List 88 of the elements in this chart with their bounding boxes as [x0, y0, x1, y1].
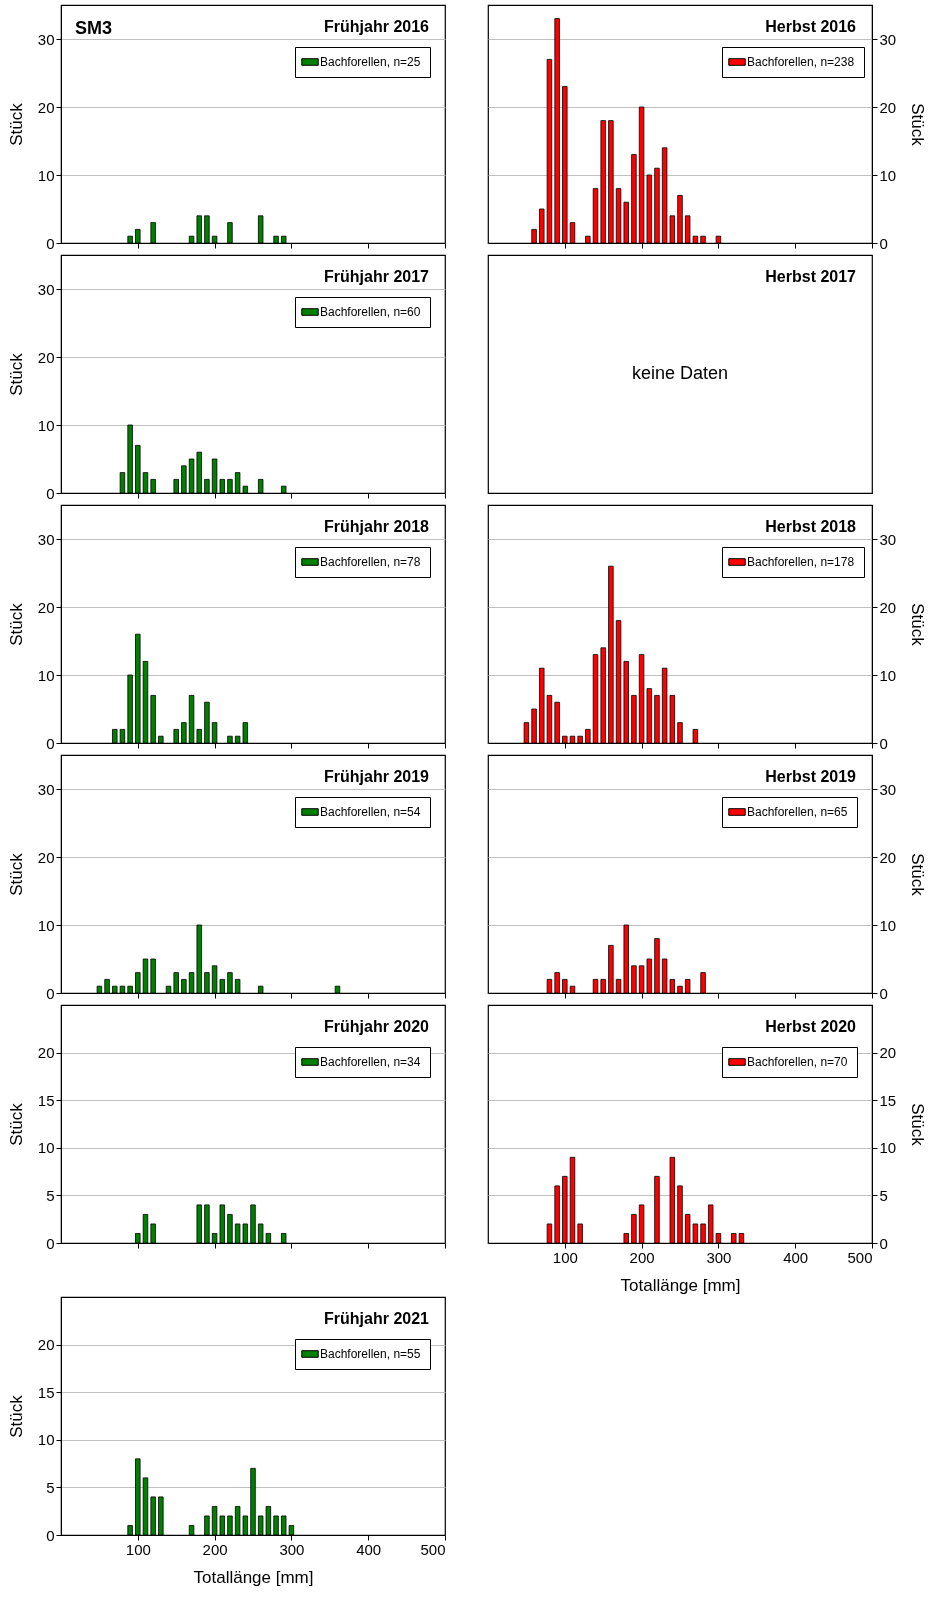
text: Frühjahr 2016 [324, 18, 430, 35]
y-tick-label: 30 [37, 30, 55, 48]
y-axis-title: Stück [6, 852, 26, 896]
text: Herbst 2020 [765, 1018, 857, 1035]
legend-label: Bachforellen, n=178 [747, 555, 855, 569]
y2-tick-label: 10 [879, 666, 897, 684]
y-tick-label: 30 [37, 780, 55, 798]
y-tick-label: 0 [46, 984, 55, 1002]
y-axis-title: Stück [6, 1102, 26, 1146]
text: Herbst 2016 [765, 18, 857, 35]
y2-tick-label: 20 [879, 598, 897, 616]
y-tick-label: 15 [37, 1383, 55, 1401]
y-axis-title: Stück [6, 602, 26, 646]
y-tick-label: 20 [37, 348, 55, 366]
y-tick-label: 0 [46, 1526, 55, 1544]
y-tick-label: 10 [37, 416, 55, 434]
y-tick-label: 15 [37, 1091, 55, 1109]
y-tick-label: 20 [37, 1044, 55, 1062]
y-tick-label: 20 [37, 598, 55, 616]
text: Herbst 2018 [765, 518, 857, 535]
x-tick-label: 500 [847, 1248, 873, 1266]
text: Frühjahr 2018 [324, 518, 430, 535]
text: Herbst 2019 [765, 768, 857, 785]
y-axis-title: Stück [6, 102, 26, 146]
y-axis-title: Stück [6, 352, 26, 396]
x-axis-title: Totallänge [mm] [193, 1567, 314, 1587]
legend-label: Bachforellen, n=78 [320, 555, 421, 569]
text: Frühjahr 2019 [324, 768, 430, 785]
legend-label: Bachforellen, n=70 [747, 1055, 848, 1069]
x-tick-label: 300 [279, 1540, 305, 1558]
x-tick-label: 100 [125, 1540, 151, 1558]
x-tick-label: 400 [783, 1248, 809, 1266]
y2-axis-title: Stück [908, 853, 928, 897]
y2-tick-label: 20 [879, 98, 897, 116]
y-tick-label: 20 [37, 848, 55, 866]
y2-tick-label: 30 [879, 530, 897, 548]
legend-label: Bachforellen, n=34 [320, 1055, 421, 1069]
y2-axis-title: Stück [908, 103, 928, 147]
y2-tick-label: 10 [879, 1139, 897, 1157]
y-axis-title: Stück [6, 1394, 26, 1438]
y2-tick-label: 10 [879, 916, 897, 934]
legend-label: Bachforellen, n=54 [320, 805, 421, 819]
x-tick-label: 300 [706, 1248, 732, 1266]
y2-tick-label: 0 [879, 1234, 888, 1252]
y2-tick-label: 0 [879, 734, 888, 752]
text: Frühjahr 2017 [324, 268, 430, 285]
y2-tick-label: 30 [879, 30, 897, 48]
x-tick-label: 100 [552, 1248, 578, 1266]
y2-tick-label: 5 [879, 1186, 888, 1204]
y-tick-label: 10 [37, 666, 55, 684]
y-tick-label: 5 [46, 1478, 55, 1496]
x-tick-label: 200 [629, 1248, 655, 1266]
y2-tick-label: 30 [879, 780, 897, 798]
annotation: SM3 [75, 18, 113, 38]
legend-label: Bachforellen, n=55 [320, 1347, 421, 1361]
legend-label: Bachforellen, n=238 [747, 55, 855, 69]
y2-tick-label: 20 [879, 1044, 897, 1062]
text: Herbst 2017 [765, 268, 857, 285]
legend-label: Bachforellen, n=60 [320, 305, 421, 319]
x-tick-label: 200 [202, 1540, 228, 1558]
y-tick-label: 10 [37, 916, 55, 934]
y2-axis-title: Stück [908, 1103, 928, 1147]
text: keine Daten [631, 363, 729, 383]
y2-tick-label: 20 [879, 848, 897, 866]
y-tick-label: 20 [37, 98, 55, 116]
y-tick-label: 10 [37, 1139, 55, 1157]
legend-label: Bachforellen, n=25 [320, 55, 421, 69]
text: Frühjahr 2021 [324, 1310, 430, 1327]
y-tick-label: 30 [37, 530, 55, 548]
x-tick-label: 500 [420, 1540, 446, 1558]
x-axis-title: Totallänge [mm] [620, 1275, 741, 1295]
y2-tick-label: 0 [879, 984, 888, 1002]
y2-tick-label: 10 [879, 166, 897, 184]
y-tick-label: 0 [46, 734, 55, 752]
x-tick-label: 400 [356, 1540, 382, 1558]
y-tick-label: 10 [37, 1431, 55, 1449]
y-tick-label: 20 [37, 1336, 55, 1354]
y-tick-label: 0 [46, 1234, 55, 1252]
y2-tick-label: 15 [879, 1091, 897, 1109]
y-tick-label: 5 [46, 1186, 55, 1204]
text: Frühjahr 2020 [324, 1018, 430, 1035]
y2-axis-title: Stück [908, 603, 928, 647]
legend-label: Bachforellen, n=65 [747, 805, 848, 819]
y-tick-label: 30 [37, 280, 55, 298]
y-tick-label: 0 [46, 484, 55, 502]
y-tick-label: 0 [46, 234, 55, 252]
y-tick-label: 10 [37, 166, 55, 184]
y2-tick-label: 0 [879, 234, 888, 252]
